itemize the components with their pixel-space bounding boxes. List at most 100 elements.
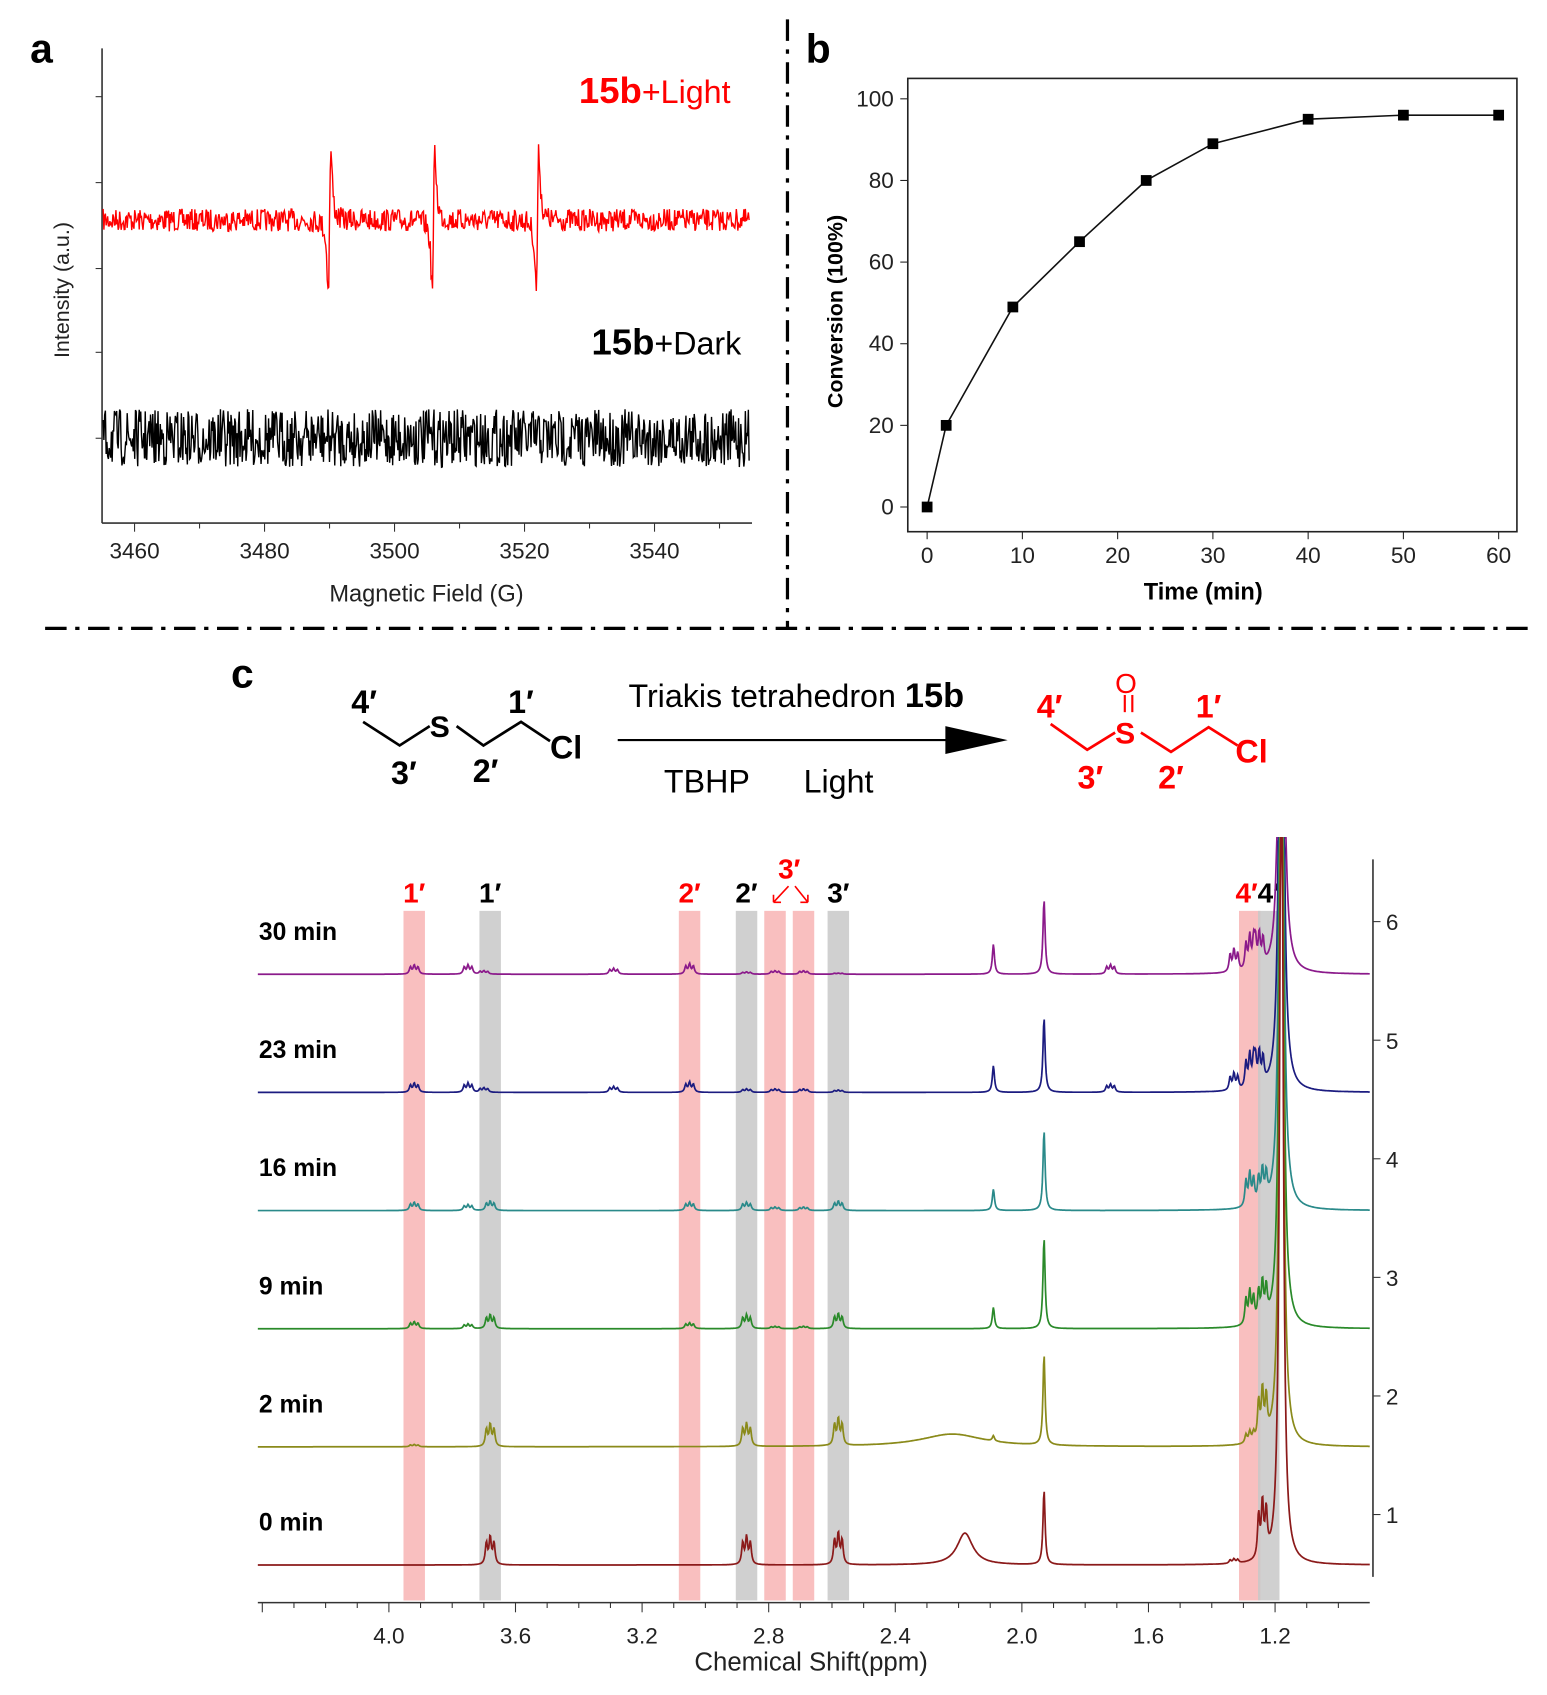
band-label: 3′ bbox=[827, 877, 850, 908]
data-point bbox=[1398, 109, 1409, 121]
right-tick-label: 4 bbox=[1386, 1147, 1399, 1172]
y-tick-label: 60 bbox=[869, 250, 894, 275]
data-point bbox=[1302, 113, 1314, 125]
data-point bbox=[1493, 109, 1505, 121]
epr-series-light bbox=[102, 144, 750, 292]
data-point bbox=[1140, 175, 1152, 186]
panel-label-a: a bbox=[30, 25, 53, 71]
panel-label-b: b bbox=[806, 25, 831, 71]
legend-dark-rest: +Dark bbox=[654, 325, 742, 361]
nmr-spectrum bbox=[257, 836, 1370, 1094]
product-label-4: 4′ bbox=[1037, 689, 1063, 725]
x-tick-label: 2.4 bbox=[880, 1623, 911, 1648]
y-tick-label: 40 bbox=[869, 331, 894, 356]
product-structure: O 4′ S 1′ Cl 3′ 2′ bbox=[1037, 668, 1268, 796]
data-point bbox=[1074, 236, 1085, 248]
condition-tbhp: TBHP bbox=[664, 764, 750, 800]
label-2: 2′ bbox=[473, 753, 499, 789]
x-tick-label: 3520 bbox=[499, 539, 549, 564]
y-axis-label: Intensity (a.u.) bbox=[50, 222, 74, 358]
x-tick-label: 1.6 bbox=[1133, 1623, 1164, 1648]
right-tick-label: 6 bbox=[1386, 910, 1399, 935]
legend-light: 15b+Light bbox=[579, 70, 731, 111]
spectrum-time-label: 9 min bbox=[259, 1273, 323, 1300]
band-label: 4′ bbox=[1235, 877, 1258, 908]
legend-dark-bold: 15b bbox=[591, 321, 654, 362]
label-s: S bbox=[430, 711, 450, 744]
highlight-band bbox=[479, 910, 501, 1601]
product-label-s: S bbox=[1115, 717, 1135, 750]
data-point bbox=[940, 419, 952, 431]
x-tick-label: 40 bbox=[1296, 543, 1321, 568]
x-tick-label: 10 bbox=[1010, 543, 1035, 568]
label-4: 4′ bbox=[351, 684, 377, 720]
x-tick-label: 0 bbox=[921, 543, 934, 568]
x-tick-label: 1.2 bbox=[1259, 1623, 1290, 1648]
y-tick-label: 0 bbox=[881, 495, 894, 520]
spectrum-time-label: 30 min bbox=[259, 919, 337, 946]
legend-light-bold: 15b bbox=[579, 70, 642, 111]
catalyst-text: Triakis tetrahedron 15b bbox=[628, 677, 964, 715]
band-label: 2′ bbox=[678, 877, 701, 908]
spectrum-time-label: 16 min bbox=[259, 1155, 337, 1182]
legend-light-rest: +Light bbox=[642, 74, 731, 110]
highlight-band bbox=[1257, 910, 1280, 1601]
x-tick-label: 3.2 bbox=[626, 1623, 657, 1648]
panel-c: c 4′ S 1′ Cl 3′ 2′ Triakis tetrahedron 1… bbox=[231, 650, 1398, 1676]
highlight-band bbox=[1239, 910, 1261, 1601]
arrow-3-icon bbox=[772, 885, 809, 904]
data-point bbox=[1207, 138, 1219, 150]
x-axis-label: Time (min) bbox=[1144, 579, 1263, 605]
x-tick-label: 3500 bbox=[369, 539, 419, 564]
highlight-band bbox=[403, 910, 425, 1601]
band-label: 3′ bbox=[778, 854, 801, 885]
epr-series-dark bbox=[102, 409, 750, 469]
panel-label-c: c bbox=[231, 650, 254, 696]
y-tick-label: 20 bbox=[869, 413, 894, 438]
product-label-o: O bbox=[1115, 668, 1137, 699]
arrow-head-icon bbox=[945, 726, 1008, 755]
product-label-2: 2′ bbox=[1158, 759, 1184, 795]
y-tick-label: 80 bbox=[869, 168, 894, 193]
highlight-band bbox=[827, 910, 850, 1601]
nmr-spectrum bbox=[257, 836, 1370, 1330]
x-tick-label: 3460 bbox=[109, 539, 159, 564]
x-tick-label: 2.0 bbox=[1006, 1623, 1037, 1648]
highlight-band bbox=[678, 910, 701, 1601]
highlight-band bbox=[735, 910, 758, 1601]
label-cl: Cl bbox=[550, 729, 582, 765]
right-tick-label: 1 bbox=[1386, 1503, 1399, 1528]
legend-dark: 15b+Dark bbox=[591, 321, 742, 362]
panel-b: b 0 10 20 30 40 50 60 0 20 40 60 80 100 Time (min) C… bbox=[806, 25, 1518, 605]
data-point bbox=[1007, 301, 1019, 313]
spectrum-time-label: 0 min bbox=[259, 1510, 323, 1537]
x-tick-label: 30 bbox=[1200, 543, 1225, 568]
reactant-structure: 4′ S 1′ Cl 3′ 2′ bbox=[351, 684, 582, 791]
right-tick-label: 5 bbox=[1386, 1029, 1399, 1054]
x-tick-label: 4.0 bbox=[373, 1623, 404, 1648]
x-tick-label: 2.8 bbox=[753, 1623, 784, 1648]
right-tick-label: 3 bbox=[1386, 1266, 1399, 1291]
nmr-spectrum bbox=[257, 836, 1370, 1212]
x-axis-label: Chemical Shift(ppm) bbox=[694, 1648, 927, 1676]
nmr-spectrum bbox=[257, 836, 1370, 1566]
x-tick-label: 60 bbox=[1486, 543, 1511, 568]
spectrum-time-label: 23 min bbox=[259, 1037, 337, 1064]
nmr-spectrum bbox=[257, 836, 1370, 1448]
catalyst-bold: 15b bbox=[905, 677, 964, 715]
data-point bbox=[921, 501, 933, 513]
product-label-cl: Cl bbox=[1235, 734, 1267, 770]
x-tick-label: 3540 bbox=[629, 539, 679, 564]
panel-a: a 3460 3480 3500 3520 3540 Magnetic Field (G… bbox=[30, 25, 753, 608]
y-tick-label: 100 bbox=[856, 86, 894, 111]
product-label-1: 1′ bbox=[1196, 689, 1222, 725]
x-tick-label: 3480 bbox=[239, 539, 289, 564]
x-tick-label: 20 bbox=[1105, 543, 1130, 568]
product-label-3: 3′ bbox=[1078, 759, 1104, 795]
x-tick-label: 3.6 bbox=[500, 1623, 531, 1648]
spectrum-time-label: 2 min bbox=[259, 1392, 323, 1419]
band-label: 2′ bbox=[735, 877, 758, 908]
nmr-spectrum bbox=[257, 836, 1370, 976]
label-3: 3′ bbox=[391, 755, 417, 791]
